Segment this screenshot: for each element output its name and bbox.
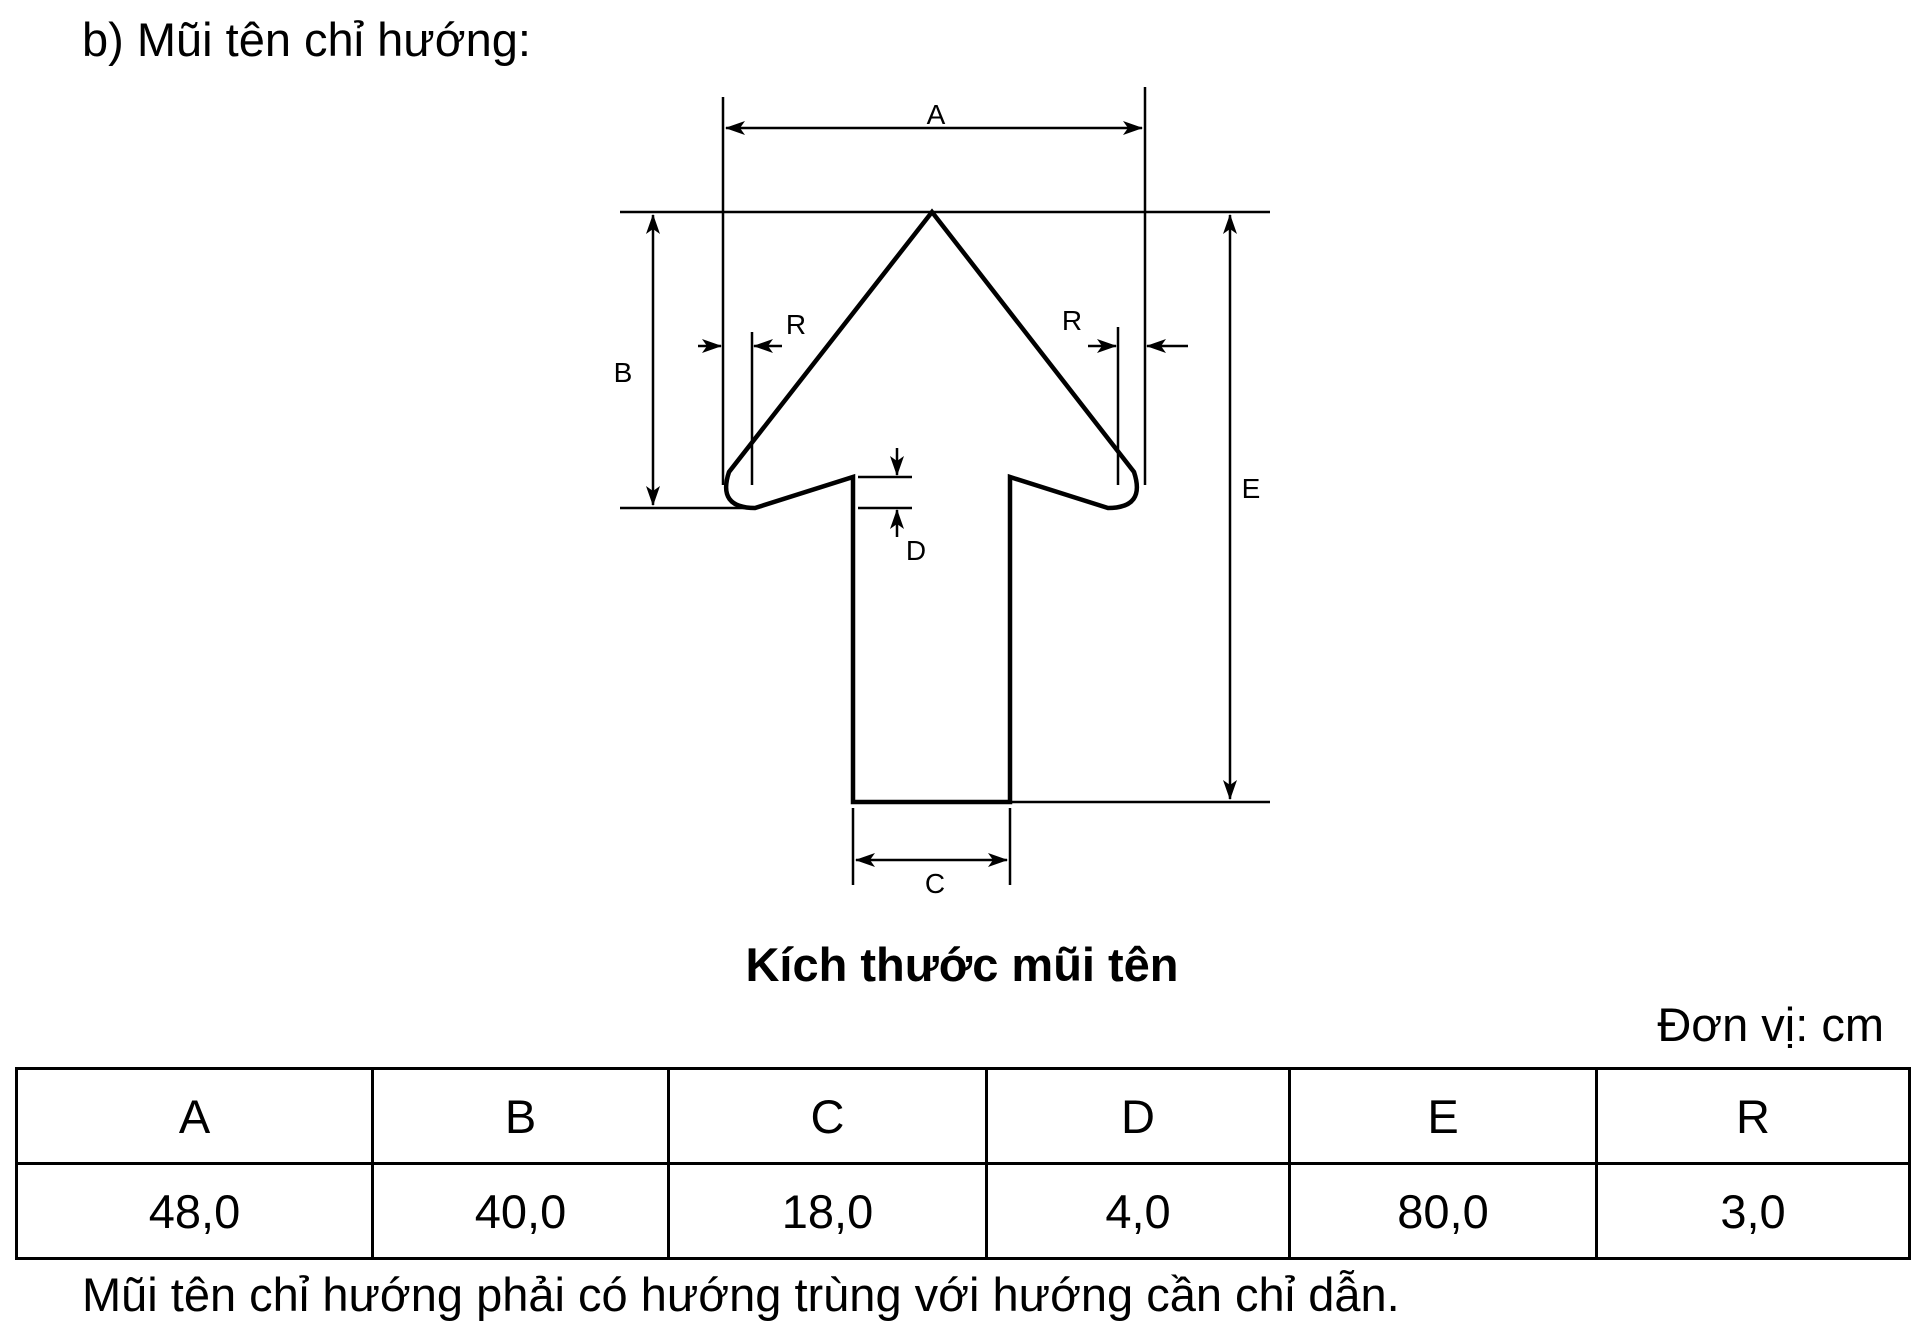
figure-caption: Kích thước mũi tên: [745, 938, 1179, 991]
value-cell-r: 3,0: [1595, 1162, 1911, 1260]
value-cell-b: 40,0: [371, 1162, 670, 1260]
label-r-left: R: [786, 309, 806, 340]
label-e: E: [1242, 473, 1261, 504]
unit-label: Đơn vị: cm: [1657, 998, 1884, 1051]
header-cell-d: D: [985, 1067, 1291, 1165]
label-c: C: [925, 868, 945, 899]
table-value-row: 48,0 40,0 18,0 4,0 80,0 3,0: [15, 1162, 1911, 1260]
label-d: D: [906, 535, 926, 566]
value-cell-c: 18,0: [667, 1162, 988, 1260]
value-cell-a: 48,0: [15, 1162, 374, 1260]
header-cell-r: R: [1595, 1067, 1911, 1165]
label-r-right: R: [1062, 305, 1082, 336]
value-cell-d: 4,0: [985, 1162, 1291, 1260]
table-header-row: A B C D E R: [15, 1067, 1911, 1165]
extension-lines: [620, 87, 1270, 885]
arrow-dimension-diagram: A B E C D R R: [614, 87, 1270, 899]
value-cell-e: 80,0: [1288, 1162, 1598, 1260]
arrow-shape: [723, 208, 1140, 805]
label-a: A: [927, 99, 946, 130]
dimension-lines: [646, 121, 1237, 867]
header-cell-c: C: [667, 1067, 988, 1165]
dimension-labels: A B E C D R R: [614, 99, 1261, 899]
dimension-table: A B C D E R 48,0 40,0 18,0 4,0 80,0 3,0: [15, 1067, 1911, 1260]
header-cell-e: E: [1288, 1067, 1598, 1165]
header-cell-a: A: [15, 1067, 374, 1165]
header-cell-b: B: [371, 1067, 670, 1165]
label-b: B: [614, 357, 633, 388]
footnote: Mũi tên chỉ hướng phải có hướng trùng vớ…: [82, 1268, 1400, 1321]
section-heading: b) Mũi tên chỉ hướng:: [82, 13, 531, 66]
